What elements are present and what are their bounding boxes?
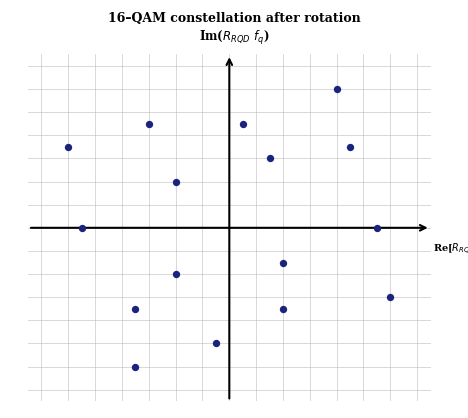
Point [387, 294, 394, 301]
Point [145, 120, 153, 127]
Text: Im($R_{RQD}\ f_q$): Im($R_{RQD}\ f_q$) [199, 28, 269, 47]
Point [172, 271, 179, 278]
Point [333, 86, 340, 92]
Point [172, 178, 179, 185]
Point [132, 363, 139, 370]
Point [279, 306, 287, 312]
Point [239, 120, 247, 127]
Point [266, 155, 273, 162]
Point [132, 306, 139, 312]
Point [373, 224, 380, 231]
Point [346, 143, 354, 150]
Point [279, 259, 287, 266]
Point [78, 224, 86, 231]
Text: Re[$R_{RQD}\ f_q$]: Re[$R_{RQD}\ f_q$] [433, 242, 468, 256]
Text: 16–QAM constellation after rotation: 16–QAM constellation after rotation [108, 12, 360, 25]
Point [65, 143, 72, 150]
Point [212, 340, 219, 347]
